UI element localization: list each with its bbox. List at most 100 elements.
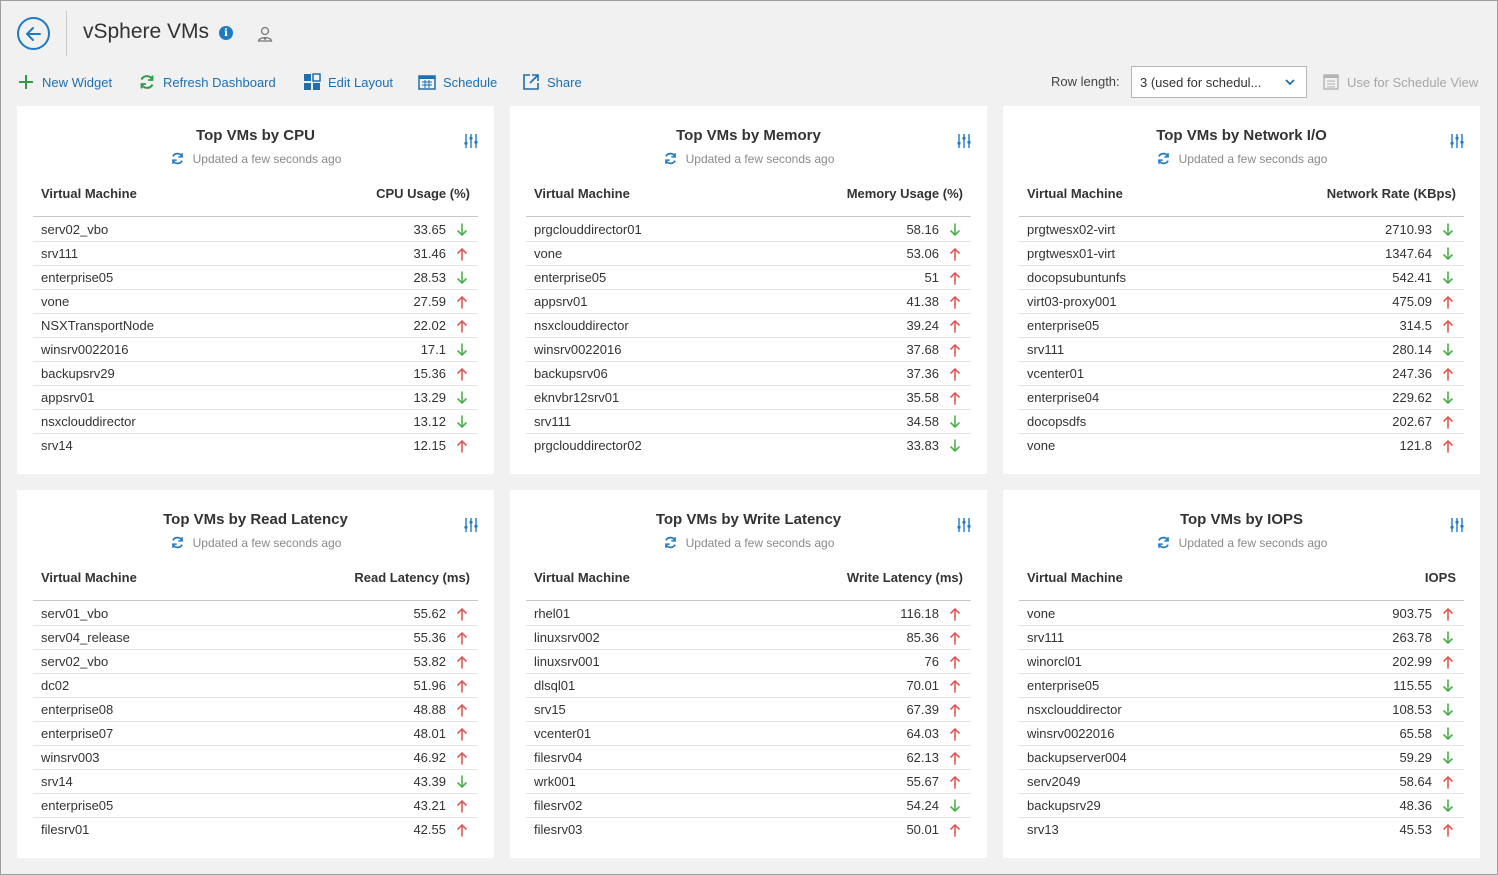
vm-name[interactable]: srv111 — [1027, 630, 1065, 645]
table-row[interactable]: enterprise07 48.01 — [33, 722, 478, 746]
table-row[interactable]: srv13 45.53 — [1019, 818, 1464, 842]
column-header-vm[interactable]: Virtual Machine — [1027, 186, 1123, 201]
column-header-vm[interactable]: Virtual Machine — [41, 186, 137, 201]
table-row[interactable]: winsrv003 46.92 — [33, 746, 478, 770]
table-row[interactable]: filesrv04 62.13 — [526, 746, 971, 770]
widget-settings-icon[interactable] — [957, 517, 971, 533]
new-widget-button[interactable]: New Widget — [17, 71, 112, 93]
table-row[interactable]: vone 53.06 — [526, 242, 971, 266]
table-row[interactable]: serv02_vbo 33.65 — [33, 218, 478, 242]
vm-name[interactable]: eknvbr12srv01 — [534, 390, 620, 405]
table-row[interactable]: enterprise05 115.55 — [1019, 674, 1464, 698]
vm-name[interactable]: winsrv0022016 — [1027, 726, 1115, 741]
table-row[interactable]: vone 121.8 — [1019, 434, 1464, 458]
widget-settings-icon[interactable] — [1450, 517, 1464, 533]
column-header-value[interactable]: Memory Usage (%) — [846, 186, 963, 201]
vm-name[interactable]: prgclouddirector02 — [534, 438, 642, 453]
table-row[interactable]: eknvbr12srv01 35.58 — [526, 386, 971, 410]
table-row[interactable]: winorcl01 202.99 — [1019, 650, 1464, 674]
table-row[interactable]: prgtwesx02-virt 2710.93 — [1019, 218, 1464, 242]
table-row[interactable]: vone 27.59 — [33, 290, 478, 314]
table-row[interactable]: srv111 34.58 — [526, 410, 971, 434]
table-row[interactable]: vone 903.75 — [1019, 602, 1464, 626]
table-row[interactable]: backupsrv06 37.36 — [526, 362, 971, 386]
vm-name[interactable]: serv01_vbo — [41, 606, 109, 621]
vm-name[interactable]: nsxclouddirector — [534, 318, 629, 333]
table-row[interactable]: linuxsrv001 76 — [526, 650, 971, 674]
column-header-vm[interactable]: Virtual Machine — [41, 570, 137, 585]
table-row[interactable]: dlsql01 70.01 — [526, 674, 971, 698]
table-row[interactable]: enterprise05 51 — [526, 266, 971, 290]
table-row[interactable]: srv111 31.46 — [33, 242, 478, 266]
column-header-vm[interactable]: Virtual Machine — [534, 186, 630, 201]
vm-name[interactable]: vone — [41, 294, 70, 309]
table-row[interactable]: docopsubuntunfs 542.41 — [1019, 266, 1464, 290]
vm-name[interactable]: appsrv01 — [41, 390, 95, 405]
table-row[interactable]: backupserver004 59.29 — [1019, 746, 1464, 770]
table-row[interactable]: enterprise04 229.62 — [1019, 386, 1464, 410]
vm-name[interactable]: winsrv003 — [41, 750, 100, 765]
table-row[interactable]: winsrv0022016 17.1 — [33, 338, 478, 362]
vm-name[interactable]: dc02 — [41, 678, 70, 693]
vm-name[interactable]: filesrv01 — [41, 822, 90, 837]
table-row[interactable]: nsxclouddirector 39.24 — [526, 314, 971, 338]
column-header-value[interactable]: CPU Usage (%) — [376, 186, 470, 201]
vm-name[interactable]: srv14 — [41, 774, 73, 789]
vm-name[interactable]: winsrv0022016 — [534, 342, 622, 357]
vm-name[interactable]: prgclouddirector01 — [534, 222, 642, 237]
table-row[interactable]: vcenter01 64.03 — [526, 722, 971, 746]
schedule-button[interactable]: Schedule — [418, 71, 497, 93]
column-header-value[interactable]: Write Latency (ms) — [846, 570, 963, 585]
vm-name[interactable]: prgtwesx02-virt — [1027, 222, 1116, 237]
vm-name[interactable]: srv15 — [534, 702, 566, 717]
column-header-value[interactable]: Read Latency (ms) — [354, 570, 470, 585]
table-row[interactable]: backupsrv29 15.36 — [33, 362, 478, 386]
vm-name[interactable]: serv2049 — [1027, 774, 1081, 789]
back-button[interactable] — [17, 17, 50, 50]
table-row[interactable]: filesrv02 54.24 — [526, 794, 971, 818]
vm-name[interactable]: nsxclouddirector — [1027, 702, 1122, 717]
vm-name[interactable]: enterprise05 — [534, 270, 607, 285]
vm-name[interactable]: vcenter01 — [1027, 366, 1085, 381]
vm-name[interactable]: prgtwesx01-virt — [1027, 246, 1116, 261]
vm-name[interactable]: docopsubuntunfs — [1027, 270, 1127, 285]
vm-name[interactable]: enterprise07 — [41, 726, 114, 741]
vm-name[interactable]: vcenter01 — [534, 726, 592, 741]
vm-name[interactable]: NSXTransportNode — [41, 318, 154, 333]
vm-name[interactable]: filesrv04 — [534, 750, 583, 765]
table-row[interactable]: serv04_release 55.36 — [33, 626, 478, 650]
table-row[interactable]: serv02_vbo 53.82 — [33, 650, 478, 674]
vm-name[interactable]: srv14 — [41, 438, 73, 453]
table-row[interactable]: enterprise05 28.53 — [33, 266, 478, 290]
vm-name[interactable]: srv111 — [41, 246, 79, 261]
column-header-value[interactable]: IOPS — [1424, 570, 1456, 585]
vm-name[interactable]: serv02_vbo — [41, 654, 109, 669]
vm-name[interactable]: srv111 — [534, 414, 572, 429]
table-row[interactable]: nsxclouddirector 13.12 — [33, 410, 478, 434]
vm-name[interactable]: enterprise05 — [41, 798, 114, 813]
vm-name[interactable]: srv111 — [1027, 342, 1065, 357]
widget-settings-icon[interactable] — [957, 133, 971, 149]
table-row[interactable]: winsrv0022016 37.68 — [526, 338, 971, 362]
table-row[interactable]: prgtwesx01-virt 1347.64 — [1019, 242, 1464, 266]
table-row[interactable]: prgclouddirector01 58.16 — [526, 218, 971, 242]
table-row[interactable]: enterprise08 48.88 — [33, 698, 478, 722]
vm-name[interactable]: rhel01 — [534, 606, 571, 621]
vm-name[interactable]: linuxsrv002 — [534, 630, 600, 645]
vm-name[interactable]: enterprise05 — [1027, 318, 1100, 333]
table-row[interactable]: srv15 67.39 — [526, 698, 971, 722]
vm-name[interactable]: filesrv03 — [534, 822, 583, 837]
table-row[interactable]: nsxclouddirector 108.53 — [1019, 698, 1464, 722]
vm-name[interactable]: enterprise05 — [41, 270, 114, 285]
widget-settings-icon[interactable] — [464, 517, 478, 533]
vm-name[interactable]: serv04_release — [41, 630, 130, 645]
vm-name[interactable]: nsxclouddirector — [41, 414, 136, 429]
table-row[interactable]: srv111 263.78 — [1019, 626, 1464, 650]
table-row[interactable]: serv2049 58.64 — [1019, 770, 1464, 794]
table-row[interactable]: NSXTransportNode 22.02 — [33, 314, 478, 338]
column-header-vm[interactable]: Virtual Machine — [1027, 570, 1123, 585]
vm-name[interactable]: dlsql01 — [534, 678, 576, 693]
vm-name[interactable]: docopsdfs — [1027, 414, 1087, 429]
refresh-dashboard-button[interactable]: Refresh Dashboard — [138, 71, 276, 93]
edit-layout-button[interactable]: Edit Layout — [303, 71, 393, 93]
